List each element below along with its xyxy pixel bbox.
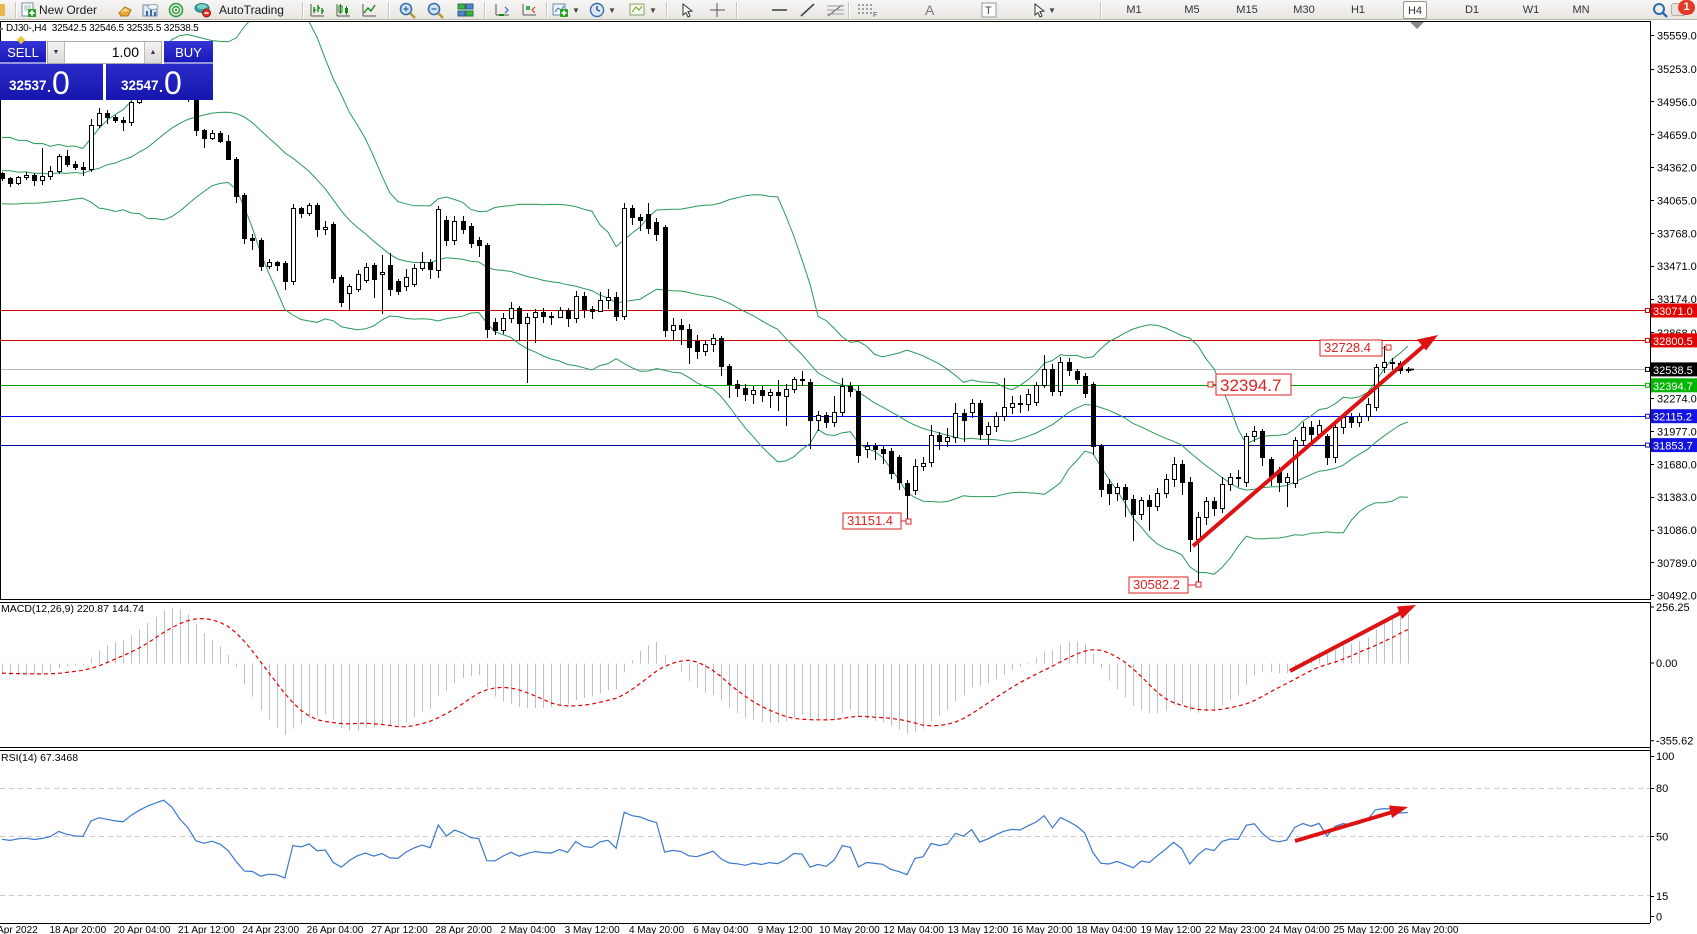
svg-text:32394.7: 32394.7 — [1653, 381, 1693, 393]
svg-text:18 May 04:00: 18 May 04:00 — [1076, 925, 1137, 934]
svg-text:16 May 20:00: 16 May 20:00 — [1012, 925, 1073, 934]
svg-text:3 May 12:00: 3 May 12:00 — [565, 925, 620, 934]
svg-text:31151.4: 31151.4 — [847, 513, 893, 528]
svg-text:25 May 12:00: 25 May 12:00 — [1333, 925, 1394, 934]
svg-text:34659.0: 34659.0 — [1657, 130, 1697, 142]
svg-text:32115.2: 32115.2 — [1653, 412, 1692, 424]
svg-text:32728.4: 32728.4 — [1324, 340, 1371, 355]
svg-text:32800.5: 32800.5 — [1653, 336, 1693, 348]
svg-text:12 May 04:00: 12 May 04:00 — [883, 925, 944, 934]
svg-text:2 May 04:00: 2 May 04:00 — [500, 925, 555, 934]
svg-text:MACD(12,26,9) 220.87 144.74: MACD(12,26,9) 220.87 144.74 — [1, 603, 144, 615]
svg-text:DJ30-,H4 32542.5 32546.5 3253: DJ30-,H4 32542.5 32546.5 32535.5 32538.5 — [6, 23, 199, 34]
svg-text:27 Apr 12:00: 27 Apr 12:00 — [371, 925, 428, 934]
svg-text:15: 15 — [1656, 891, 1668, 903]
svg-text:22 May 23:00: 22 May 23:00 — [1205, 925, 1266, 934]
svg-text:32274.0: 32274.0 — [1657, 394, 1697, 406]
svg-text:30789.0: 30789.0 — [1657, 558, 1697, 570]
svg-text:24 May 04:00: 24 May 04:00 — [1269, 925, 1330, 934]
svg-text:31086.0: 31086.0 — [1657, 525, 1697, 537]
svg-text:31977.0: 31977.0 — [1657, 427, 1697, 439]
svg-text:50: 50 — [1656, 831, 1668, 843]
svg-text:32538.5: 32538.5 — [1653, 365, 1693, 377]
svg-text:6 May 04:00: 6 May 04:00 — [693, 925, 748, 934]
svg-text:20 Apr 04:00: 20 Apr 04:00 — [114, 925, 171, 934]
svg-text:RSI(14) 67.3468: RSI(14) 67.3468 — [1, 752, 78, 764]
svg-text:26 Apr 04:00: 26 Apr 04:00 — [307, 925, 364, 934]
svg-text:256.25: 256.25 — [1656, 602, 1690, 614]
svg-text:34065.0: 34065.0 — [1657, 196, 1697, 208]
svg-text:F: F — [873, 12, 877, 18]
svg-text:33174.0: 33174.0 — [1657, 294, 1697, 306]
svg-text:4 May 20:00: 4 May 20:00 — [629, 925, 684, 934]
svg-text:33071.0: 33071.0 — [1653, 306, 1693, 318]
svg-text:33471.0: 33471.0 — [1657, 261, 1697, 273]
svg-text:9 May 12:00: 9 May 12:00 — [758, 925, 813, 934]
svg-text:24 Apr 23:00: 24 Apr 23:00 — [242, 925, 299, 934]
svg-text:30582.2: 30582.2 — [1133, 577, 1180, 592]
svg-text:35559.0: 35559.0 — [1657, 30, 1697, 42]
svg-text:10 May 20:00: 10 May 20:00 — [819, 925, 880, 934]
svg-text:0: 0 — [1656, 912, 1662, 924]
svg-text:19 May 12:00: 19 May 12:00 — [1141, 925, 1202, 934]
svg-text:0.00: 0.00 — [1656, 658, 1677, 670]
svg-text:31680.0: 31680.0 — [1657, 459, 1697, 471]
svg-text:100: 100 — [1656, 751, 1674, 763]
svg-text:35253.0: 35253.0 — [1657, 64, 1697, 76]
svg-text:30492.0: 30492.0 — [1657, 591, 1697, 603]
svg-text:33768.0: 33768.0 — [1657, 228, 1697, 240]
svg-text:80: 80 — [1656, 783, 1668, 795]
svg-text:26 May 20:00: 26 May 20:00 — [1398, 925, 1459, 934]
svg-text:18 Apr 20:00: 18 Apr 20:00 — [49, 925, 106, 934]
svg-text:8 Apr 2022: 8 Apr 2022 — [0, 925, 38, 934]
svg-text:21 Apr 12:00: 21 Apr 12:00 — [178, 925, 235, 934]
svg-text:31853.7: 31853.7 — [1653, 441, 1693, 453]
svg-text:34956.0: 34956.0 — [1657, 97, 1697, 109]
svg-text:34362.0: 34362.0 — [1657, 163, 1697, 175]
svg-text:28 Apr 20:00: 28 Apr 20:00 — [435, 925, 492, 934]
svg-text:T: T — [985, 5, 992, 17]
svg-text:-355.62: -355.62 — [1656, 736, 1693, 748]
svg-text:31383.0: 31383.0 — [1657, 492, 1697, 504]
svg-text:13 May 12:00: 13 May 12:00 — [948, 925, 1009, 934]
svg-text:32394.7: 32394.7 — [1220, 376, 1281, 395]
